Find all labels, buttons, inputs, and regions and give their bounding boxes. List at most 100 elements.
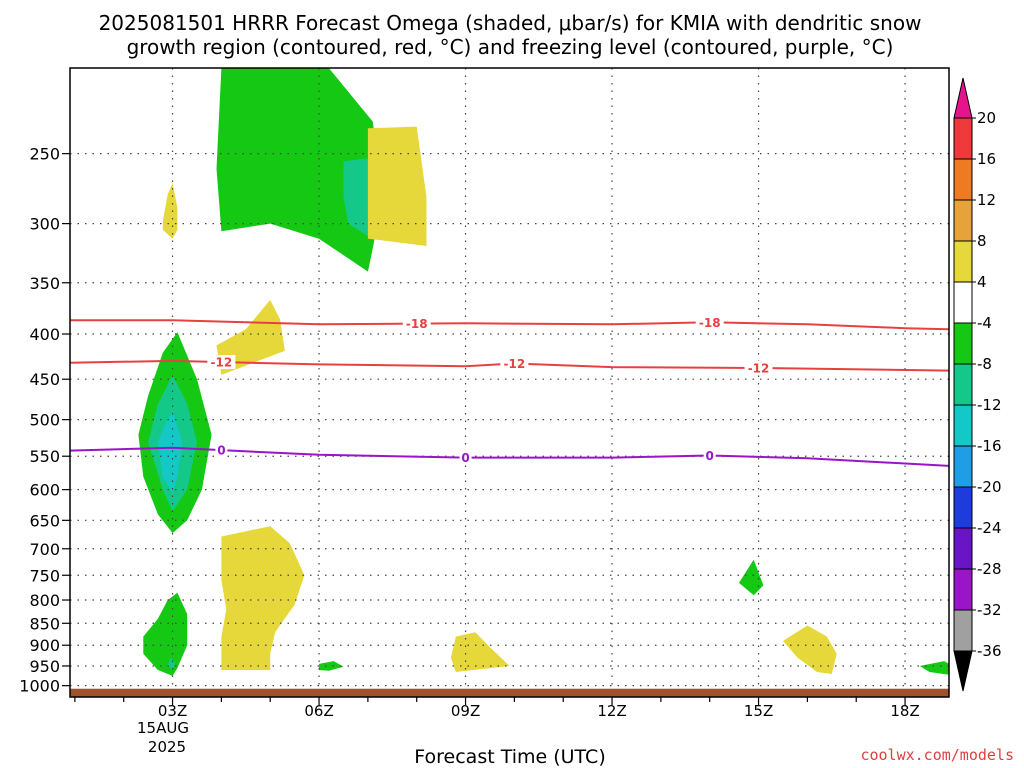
omega-region-15 xyxy=(919,661,949,675)
colorbar-segment-3 xyxy=(953,240,973,283)
y-tick-label-900: 900 xyxy=(29,636,60,655)
omega-region-12 xyxy=(450,632,510,672)
y-tick-label-800: 800 xyxy=(29,591,60,610)
colorbar-top-arrow xyxy=(953,77,973,119)
omega-region-1 xyxy=(343,158,373,237)
contour-label-bg xyxy=(215,443,228,458)
contour-line--12 xyxy=(70,359,949,372)
contour-line--18 xyxy=(70,319,949,331)
title-line-2: growth region (contoured, red, °C) and f… xyxy=(127,35,894,59)
x-tick-label-18Z: 18Z xyxy=(890,702,919,720)
colorbar-bottom-arrow xyxy=(953,650,973,692)
colorbar-label--32: -32 xyxy=(977,601,1002,619)
y-tick-label-550: 550 xyxy=(29,447,60,466)
colorbar-label--20: -20 xyxy=(977,478,1002,496)
y-tick-label-450: 450 xyxy=(29,370,60,389)
grid-lines xyxy=(70,68,949,697)
contour-label-bg xyxy=(695,315,724,330)
colorbar-label--16: -16 xyxy=(977,437,1002,455)
colorbar-label--12: -12 xyxy=(977,396,1002,414)
colorbar-label--28: -28 xyxy=(977,560,1002,578)
omega-region-8 xyxy=(221,526,305,670)
contour-label--12-2: -12 xyxy=(748,361,770,375)
colorbar-label--4: -4 xyxy=(977,314,992,332)
omega-region-14 xyxy=(783,625,837,674)
colorbar-label-16: 16 xyxy=(977,150,996,168)
colorbar-segment-12 xyxy=(953,609,973,652)
colorbar-segment-2 xyxy=(953,199,973,242)
contour-label-bg xyxy=(744,360,773,375)
colorbar-segment-8 xyxy=(953,445,973,488)
time-axis: 15AUG 2025 03Z 06Z 09Z 12Z 15Z 18Z xyxy=(74,697,920,756)
colorbar-label--8: -8 xyxy=(977,355,992,373)
colorbar-segment-4 xyxy=(953,281,973,324)
colorbar-segment-9 xyxy=(953,486,973,529)
colorbar-label-8: 8 xyxy=(977,232,987,250)
contour-label-0-1: 0 xyxy=(461,451,469,465)
chart-title: 2025081501 HRRR Forecast Omega (shaded, … xyxy=(99,11,922,59)
contour-lines: -18 -18 -12 -12 -12 0 0 0 xyxy=(70,315,949,467)
credit-text: coolwx.com/models xyxy=(860,746,1014,764)
x-date-line-1: 15AUG xyxy=(137,719,189,737)
y-tick-label-300: 300 xyxy=(29,215,60,234)
colorbar-segment-5 xyxy=(953,322,973,365)
pressure-axis: 250 300 350 400 450 500 550 600 650 700 750 800 850 9… xyxy=(19,145,70,696)
contour-label--18-1: -18 xyxy=(699,316,721,330)
y-tick-label-400: 400 xyxy=(29,325,60,344)
shaded-regions xyxy=(138,68,949,676)
colorbar-label--36: -36 xyxy=(977,642,1002,660)
y-tick-label-850: 850 xyxy=(29,614,60,633)
y-tick-label-750: 750 xyxy=(29,566,60,585)
omega-region-0 xyxy=(216,68,383,272)
contour-label-bg xyxy=(207,355,236,370)
colorbar: 20 16 12 8 4 -4 -8 -12 -16 -20 -24 -28 -32 -36 xyxy=(953,77,1002,692)
colorbar-label-4: 4 xyxy=(977,273,987,291)
colorbar-segment-0 xyxy=(953,117,973,160)
title-line-1: 2025081501 HRRR Forecast Omega (shaded, … xyxy=(99,11,922,35)
x-tick-label-03Z: 03Z xyxy=(158,702,187,720)
colorbar-label-20: 20 xyxy=(977,109,996,127)
contour-label--18-0: -18 xyxy=(406,317,428,331)
colorbar-segment-11 xyxy=(953,568,973,611)
colorbar-label--24: -24 xyxy=(977,519,1002,537)
omega-region-11 xyxy=(319,661,344,671)
contour-label-bg xyxy=(500,356,529,371)
omega-region-9 xyxy=(143,592,188,676)
colorbar-label-12: 12 xyxy=(977,191,996,209)
x-axis-label: Forecast Time (UTC) xyxy=(414,746,605,768)
y-tick-label-950: 950 xyxy=(29,657,60,676)
x-tick-label-09Z: 09Z xyxy=(451,702,480,720)
y-tick-label-600: 600 xyxy=(29,481,60,500)
omega-region-13 xyxy=(739,559,764,596)
y-tick-label-250: 250 xyxy=(29,145,60,164)
x-tick-label-15Z: 15Z xyxy=(744,702,773,720)
omega-region-10 xyxy=(167,657,175,670)
x-date-line-2: 2025 xyxy=(148,738,186,756)
y-tick-label-700: 700 xyxy=(29,540,60,559)
contour-line-0 xyxy=(70,446,949,467)
contour-label-bg xyxy=(703,448,716,463)
colorbar-segment-1 xyxy=(953,158,973,201)
contour-label--12-1: -12 xyxy=(504,357,526,371)
omega-region-2 xyxy=(367,126,427,246)
y-tick-label-1000: 1000 xyxy=(19,677,60,696)
x-tick-label-12Z: 12Z xyxy=(597,702,626,720)
colorbar-segment-6 xyxy=(953,363,973,406)
surface-ground xyxy=(70,688,949,697)
contour-label-bg xyxy=(402,316,431,331)
omega-region-7 xyxy=(157,411,183,493)
contour-label-bg xyxy=(459,450,472,465)
y-tick-label-500: 500 xyxy=(29,411,60,430)
colorbar-segment-10 xyxy=(953,527,973,570)
contour-label-0-2: 0 xyxy=(706,449,714,463)
contour-label-0-0: 0 xyxy=(217,444,225,458)
surface-bar xyxy=(70,688,949,697)
omega-region-3 xyxy=(162,183,178,239)
y-tick-label-650: 650 xyxy=(29,511,60,530)
y-tick-label-350: 350 xyxy=(29,274,60,293)
plot-frame xyxy=(69,67,950,698)
x-tick-label-06Z: 06Z xyxy=(304,702,333,720)
contour-label--12-0: -12 xyxy=(211,356,233,370)
colorbar-segment-7 xyxy=(953,404,973,447)
